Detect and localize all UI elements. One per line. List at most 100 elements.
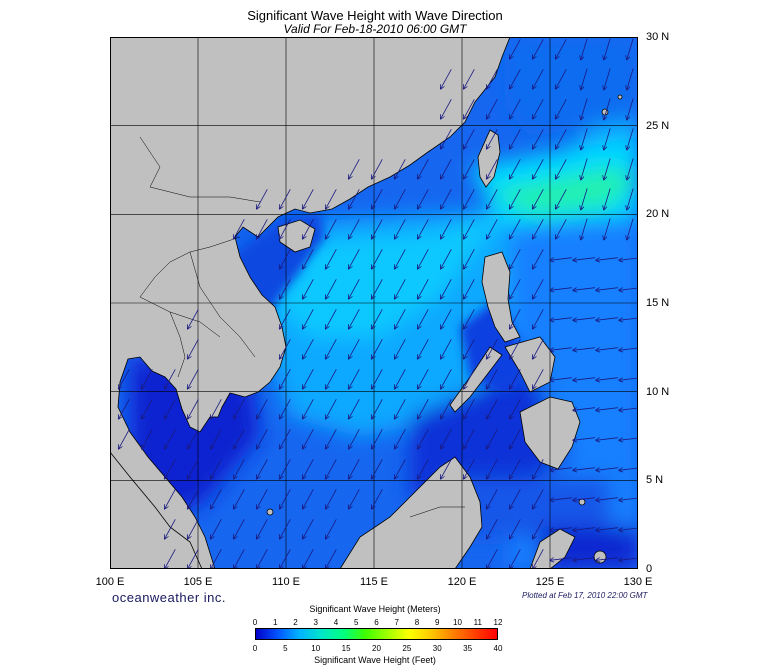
colorbar-meter-tick: 7 xyxy=(394,618,399,627)
wave-direction-arrow xyxy=(487,99,498,118)
wave-direction-arrow xyxy=(487,519,498,538)
wave-direction-arrow xyxy=(280,429,291,448)
wave-direction-arrow xyxy=(211,549,222,568)
wave-direction-arrow xyxy=(510,189,521,208)
wave-direction-arrow xyxy=(441,189,452,208)
wave-direction-arrow xyxy=(234,489,245,508)
wave-direction-arrow xyxy=(234,429,245,448)
wave-direction-arrow xyxy=(349,489,360,508)
wave-direction-arrow xyxy=(487,339,498,358)
lat-lon-grid xyxy=(110,37,638,569)
wave-direction-arrow xyxy=(119,399,130,418)
lon-label: 115 E xyxy=(360,576,388,588)
wave-direction-arrow xyxy=(510,249,521,268)
wave-direction-arrow xyxy=(604,98,611,119)
wave-direction-arrow xyxy=(165,429,176,448)
wave-direction-arrow xyxy=(581,188,588,209)
wave-direction-arrow xyxy=(573,377,595,381)
wave-direction-arrow xyxy=(487,459,498,478)
wave-direction-arrow xyxy=(596,497,618,501)
colorbar-feet-tick: 0 xyxy=(252,644,258,653)
wave-direction-arrow xyxy=(464,129,475,148)
wave-direction-arrow xyxy=(303,189,314,208)
wave-direction-arrow xyxy=(441,219,452,238)
lat-label: 5 N xyxy=(646,474,664,487)
wave-direction-arrow xyxy=(234,459,245,478)
wave-direction-arrow xyxy=(372,399,383,418)
wave-direction-arrow xyxy=(596,557,618,561)
wave-direction-arrow xyxy=(395,189,406,208)
wave-direction-arrow xyxy=(372,429,383,448)
wave-direction-arrow xyxy=(510,69,521,88)
wave-direction-arrows xyxy=(119,38,638,568)
wave-direction-arrow xyxy=(441,369,452,388)
wave-direction-arrow xyxy=(627,68,634,89)
wave-direction-arrow xyxy=(303,279,314,298)
wave-direction-arrow xyxy=(188,519,199,538)
wave-direction-arrow xyxy=(303,249,314,268)
wave-direction-arrow xyxy=(257,459,268,478)
wave-direction-arrow xyxy=(280,549,291,568)
wave-direction-arrow xyxy=(510,549,521,568)
wave-direction-arrow xyxy=(418,309,429,328)
wave-direction-arrow xyxy=(211,399,222,418)
wave-direction-arrow xyxy=(533,279,544,298)
wave-direction-arrow xyxy=(441,459,452,478)
wave-direction-arrow xyxy=(349,279,360,298)
wave-direction-arrow xyxy=(604,218,611,239)
plotted-label: Plotted at Feb 17, 2010 22:00 GMT xyxy=(522,591,648,600)
wave-direction-arrow xyxy=(280,249,291,268)
colorbar-meter-tick: 8 xyxy=(414,618,420,627)
wave-direction-arrow xyxy=(257,429,268,448)
wave-direction-arrow xyxy=(464,309,475,328)
colorbar-feet-tick: 5 xyxy=(283,644,288,653)
wave-direction-arrow xyxy=(441,309,452,328)
wave-direction-arrow xyxy=(257,399,268,418)
map-title: Significant Wave Height with Wave Direct… xyxy=(247,8,503,23)
wave-direction-arrow xyxy=(441,399,452,418)
wave-direction-arrow xyxy=(303,219,314,238)
wave-direction-arrow xyxy=(280,279,291,298)
wave-direction-arrow xyxy=(395,249,406,268)
wave-direction-arrow xyxy=(510,159,521,178)
wave-direction-arrow xyxy=(581,68,588,89)
wave-direction-arrow xyxy=(326,369,337,388)
wave-direction-arrow xyxy=(395,159,406,178)
wave-direction-arrow xyxy=(372,159,383,178)
wave-direction-arrow xyxy=(550,287,572,291)
wave-direction-arrow xyxy=(418,249,429,268)
colorbar-feet-tick: 30 xyxy=(432,644,442,653)
wave-direction-arrow xyxy=(257,189,268,208)
wave-direction-arrow xyxy=(533,549,544,568)
wave-direction-arrow xyxy=(573,437,595,441)
wave-direction-arrow xyxy=(487,399,498,418)
wave-direction-arrow xyxy=(487,69,498,88)
wave-direction-arrow xyxy=(510,369,521,388)
wave-height-map xyxy=(110,37,638,569)
lon-label: 130 E xyxy=(623,576,653,588)
wave-direction-arrow xyxy=(303,339,314,358)
wave-direction-arrow xyxy=(550,257,572,261)
wave-direction-arrow xyxy=(418,399,429,418)
taiwan xyxy=(477,129,501,188)
wave-direction-arrow xyxy=(326,279,337,298)
wave-direction-arrow xyxy=(604,188,611,209)
colorbar-meter-tick: 6 xyxy=(374,618,379,627)
wave-direction-arrow xyxy=(257,549,268,568)
wave-direction-arrow xyxy=(372,219,383,238)
wave-direction-arrow xyxy=(464,189,475,208)
wave-direction-arrow xyxy=(487,159,498,178)
lon-label: 110 E xyxy=(272,576,300,588)
wave-direction-arrow xyxy=(533,189,544,208)
colorbar-feet-tick: 10 xyxy=(311,644,321,653)
wave-direction-arrow xyxy=(234,219,245,238)
wave-direction-arrow xyxy=(441,99,452,118)
wave-direction-arrow xyxy=(550,497,572,501)
wave-direction-arrow xyxy=(349,399,360,418)
wave-direction-arrow xyxy=(487,549,498,568)
colorbar-feet-tick: 15 xyxy=(341,644,351,653)
sumatra xyxy=(110,451,203,569)
wave-direction-arrow xyxy=(550,317,572,321)
colorbar-meter-tick: 5 xyxy=(354,618,359,627)
wave-direction-arrow xyxy=(372,339,383,358)
